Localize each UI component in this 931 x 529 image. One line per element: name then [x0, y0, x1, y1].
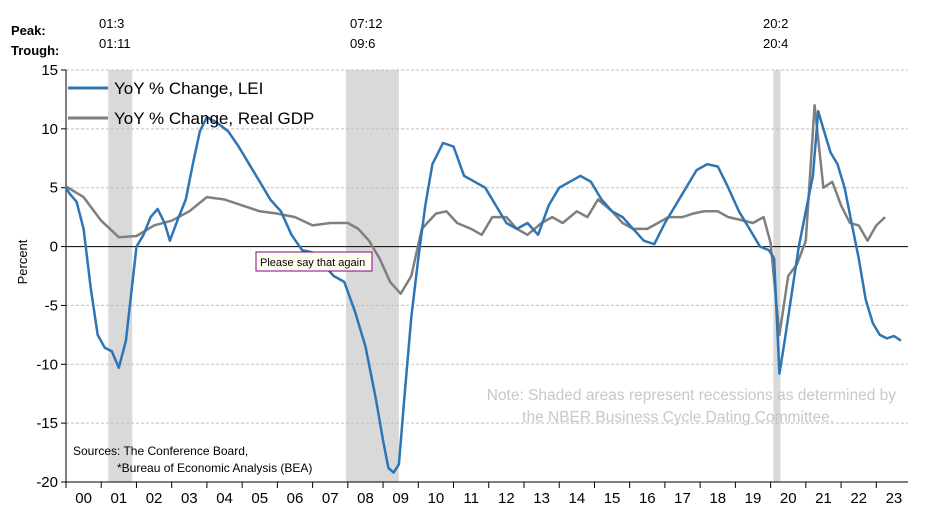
x-tick-label: 08 — [357, 490, 374, 507]
note-line-1: Note: Shaded areas represent recessions … — [487, 387, 897, 404]
y-tick-label: 10 — [41, 121, 58, 138]
x-tick-label: 04 — [216, 490, 233, 507]
legend-gdp-label: YoY % Change, Real GDP — [114, 109, 314, 128]
recession-band-2 — [346, 70, 399, 482]
recession-1-trough: 01:11 — [99, 36, 131, 51]
x-tick-label: 18 — [709, 490, 726, 507]
y-tick-label: 5 — [50, 180, 58, 197]
x-tick-label: 10 — [428, 490, 445, 507]
series-lei-line — [64, 109, 902, 474]
x-tick-label: 12 — [498, 490, 515, 507]
y-axis-label: Percent — [15, 239, 30, 284]
x-tick-label: 23 — [886, 490, 903, 507]
x-tick-label: 21 — [815, 490, 832, 507]
y-axis-ticks: 15 10 5 0 -5 -10 -15 -20 — [36, 62, 66, 491]
x-tick-label: 19 — [745, 490, 762, 507]
note-line-2: the NBER Business Cycle Dating Committee… — [522, 409, 834, 426]
y-tick-label: -10 — [36, 356, 58, 373]
peak-label: Peak: — [11, 23, 46, 38]
tooltip: Please say that again — [255, 251, 373, 272]
x-tick-label: 22 — [850, 490, 867, 507]
x-tick-label: 06 — [287, 490, 304, 507]
x-tick-label: 05 — [251, 490, 268, 507]
tooltip-box — [255, 251, 373, 272]
recession-shading — [108, 70, 781, 482]
legend: YoY % Change, LEI YoY % Change, Real GDP — [68, 79, 314, 128]
x-tick-label: 11 — [463, 490, 479, 507]
x-tick-label: 01 — [111, 490, 128, 507]
recession-2-peak: 07:12 — [350, 16, 383, 31]
recession-1-peak: 01:3 — [99, 16, 124, 31]
series-real-gdp-line — [65, 104, 886, 337]
legend-lei-label: YoY % Change, LEI — [114, 79, 263, 98]
recession-3-peak: 20:2 — [763, 16, 788, 31]
x-tick-label: 20 — [780, 490, 797, 507]
y-tick-label: 0 — [50, 239, 58, 256]
x-tick-label: 02 — [146, 490, 163, 507]
recession-3-trough: 20:4 — [763, 36, 788, 51]
x-tick-label: 07 — [322, 490, 339, 507]
trough-label: Trough: — [11, 43, 59, 58]
x-tick-label: 15 — [604, 490, 621, 507]
y-tick-label: 15 — [41, 62, 58, 79]
tooltip-text: Please say that again — [260, 257, 365, 269]
recession-band-1 — [108, 70, 133, 482]
x-tick-label: 13 — [533, 490, 550, 507]
gridlines — [66, 69, 908, 424]
x-tick-label: 09 — [392, 490, 409, 507]
y-tick-label: -5 — [45, 297, 58, 314]
x-tick-label: 03 — [181, 490, 198, 507]
x-tick-label: 17 — [674, 490, 691, 507]
x-axis-ticks: 00 01 02 03 04 05 06 07 08 09 10 11 12 13 14 15 16 17 18 19… — [65, 482, 903, 507]
x-tick-label: 14 — [568, 490, 585, 507]
y-tick-label: -15 — [36, 415, 58, 432]
sources-line-1: Sources: The Conference Board, — [73, 444, 248, 458]
recession-band-3 — [773, 70, 781, 482]
y-tick-label: -20 — [36, 474, 58, 491]
recession-2-trough: 09:6 — [350, 36, 375, 51]
x-tick-label: 16 — [639, 490, 656, 507]
x-tick-label: 00 — [75, 490, 92, 507]
sources-line-2: *Bureau of Economic Analysis (BEA) — [117, 461, 312, 475]
